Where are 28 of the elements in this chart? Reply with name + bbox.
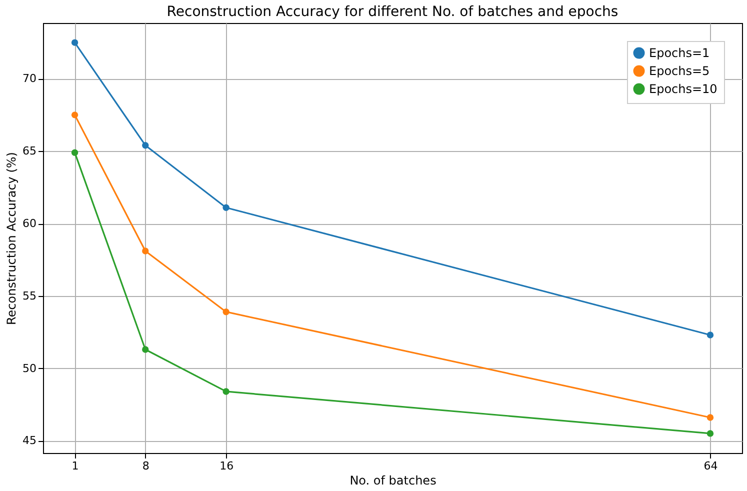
x-tick-label: 64 bbox=[704, 460, 718, 472]
x-tick-label: 8 bbox=[142, 460, 150, 472]
point bbox=[706, 430, 714, 437]
chart-title: Reconstruction Accuracy for different No. of batches and epochs bbox=[166, 4, 618, 20]
point bbox=[222, 308, 230, 316]
point bbox=[706, 332, 714, 338]
point bbox=[142, 346, 149, 353]
legend-label: Epochs=10 bbox=[649, 82, 718, 96]
x-tick-label: 1 bbox=[72, 460, 79, 472]
y-tick-label: 65 bbox=[22, 144, 36, 158]
point bbox=[71, 149, 78, 156]
point bbox=[222, 388, 230, 395]
point bbox=[706, 414, 714, 421]
y-tick-label: 45 bbox=[22, 434, 36, 448]
point bbox=[222, 204, 230, 211]
point bbox=[71, 39, 78, 46]
y-tick-label: 55 bbox=[22, 289, 36, 302]
legend-label: Epochs=1 bbox=[649, 46, 710, 60]
x-tick-label: 16 bbox=[220, 460, 234, 472]
y-tick-label: 70 bbox=[22, 72, 36, 86]
point bbox=[142, 142, 149, 149]
point bbox=[142, 248, 149, 254]
x-axis-title: No. of batches bbox=[350, 474, 436, 488]
y-tick-label: 60 bbox=[22, 217, 36, 230]
y-axis-title: Reconstruction Accuracy (%) bbox=[4, 152, 19, 325]
point bbox=[71, 112, 78, 118]
y-tick-label: 50 bbox=[22, 362, 36, 375]
legend-label: Epochs=5 bbox=[649, 64, 710, 78]
